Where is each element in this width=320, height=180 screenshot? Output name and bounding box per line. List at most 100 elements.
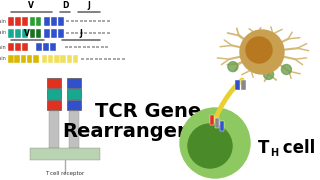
Bar [84,20,87,22]
Circle shape [281,64,292,75]
Bar [215,118,219,128]
Bar [71,32,74,34]
Bar [58,28,64,37]
Text: TCR Gene: TCR Gene [95,102,201,121]
Text: T: T [258,139,269,157]
Bar [108,58,111,60]
Bar [80,32,83,34]
Bar [67,32,69,34]
Bar [60,55,66,63]
Bar [43,43,49,51]
Bar [122,58,125,60]
Bar [15,17,21,26]
Text: V: V [28,1,34,10]
Bar [210,115,214,125]
Bar [15,28,21,37]
Bar [81,58,84,60]
Bar [102,20,105,22]
Bar [65,46,68,48]
Bar [73,55,78,63]
Bar [83,46,86,48]
Bar [42,55,47,63]
Bar [36,43,43,51]
Bar [8,28,14,37]
Bar [67,55,72,63]
Bar [8,43,14,51]
Bar [80,20,83,22]
Bar [54,55,60,63]
Text: β chain: β chain [0,19,6,24]
Circle shape [246,37,272,63]
Bar [87,46,90,48]
Bar [22,43,28,51]
Bar [22,28,28,37]
Circle shape [240,30,284,74]
Bar [47,100,61,110]
Bar [47,89,61,99]
Circle shape [228,62,238,72]
Bar [51,17,57,26]
Bar [22,17,28,26]
Text: γ chain: γ chain [0,44,6,50]
Bar [99,58,102,60]
Bar [92,46,95,48]
Text: Rearrangement: Rearrangement [62,122,234,141]
Bar [90,58,93,60]
Bar [98,32,101,34]
Bar [67,20,69,22]
Bar [47,78,61,88]
Bar [8,17,14,26]
Bar [74,46,77,48]
Bar [76,32,78,34]
Bar [33,55,39,63]
Bar [27,55,32,63]
Bar [89,20,92,22]
Bar [76,20,78,22]
Bar [101,46,104,48]
Text: J: J [88,1,91,10]
Bar [49,111,59,148]
Bar [241,80,246,90]
Bar [44,17,50,26]
Bar [117,58,120,60]
Bar [104,58,107,60]
Bar [50,43,56,51]
Bar [93,32,96,34]
Bar [98,20,101,22]
Text: α chain: α chain [0,30,6,35]
Bar [36,17,41,26]
Text: V: V [24,29,30,38]
Bar [102,32,105,34]
Circle shape [188,124,232,168]
Bar [15,43,21,51]
Bar [69,46,72,48]
Bar [69,111,79,148]
Bar [113,58,116,60]
Bar [84,32,87,34]
Bar [71,20,74,22]
Bar [78,46,81,48]
Text: cell: cell [277,139,315,157]
Text: T cell receptor: T cell receptor [45,171,84,176]
Bar [235,80,240,90]
Bar [105,46,108,48]
Circle shape [180,108,250,178]
Bar [96,46,99,48]
Bar [58,17,64,26]
Bar [67,89,81,99]
Bar [89,32,92,34]
Bar [20,55,26,63]
Text: D: D [62,1,68,10]
Bar [107,20,110,22]
Bar [8,55,13,63]
Text: H: H [270,148,278,158]
Circle shape [264,69,274,79]
Bar [30,28,36,37]
Bar [67,78,81,88]
Bar [220,121,224,131]
Bar [51,28,57,37]
Bar [36,28,41,37]
Text: δ chain: δ chain [0,57,6,62]
Bar [86,58,89,60]
Bar [95,58,98,60]
